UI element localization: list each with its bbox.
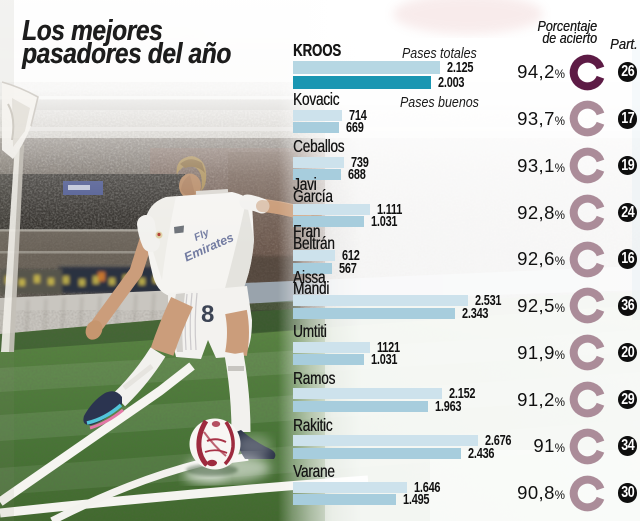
svg-text:8: 8 xyxy=(201,301,214,328)
